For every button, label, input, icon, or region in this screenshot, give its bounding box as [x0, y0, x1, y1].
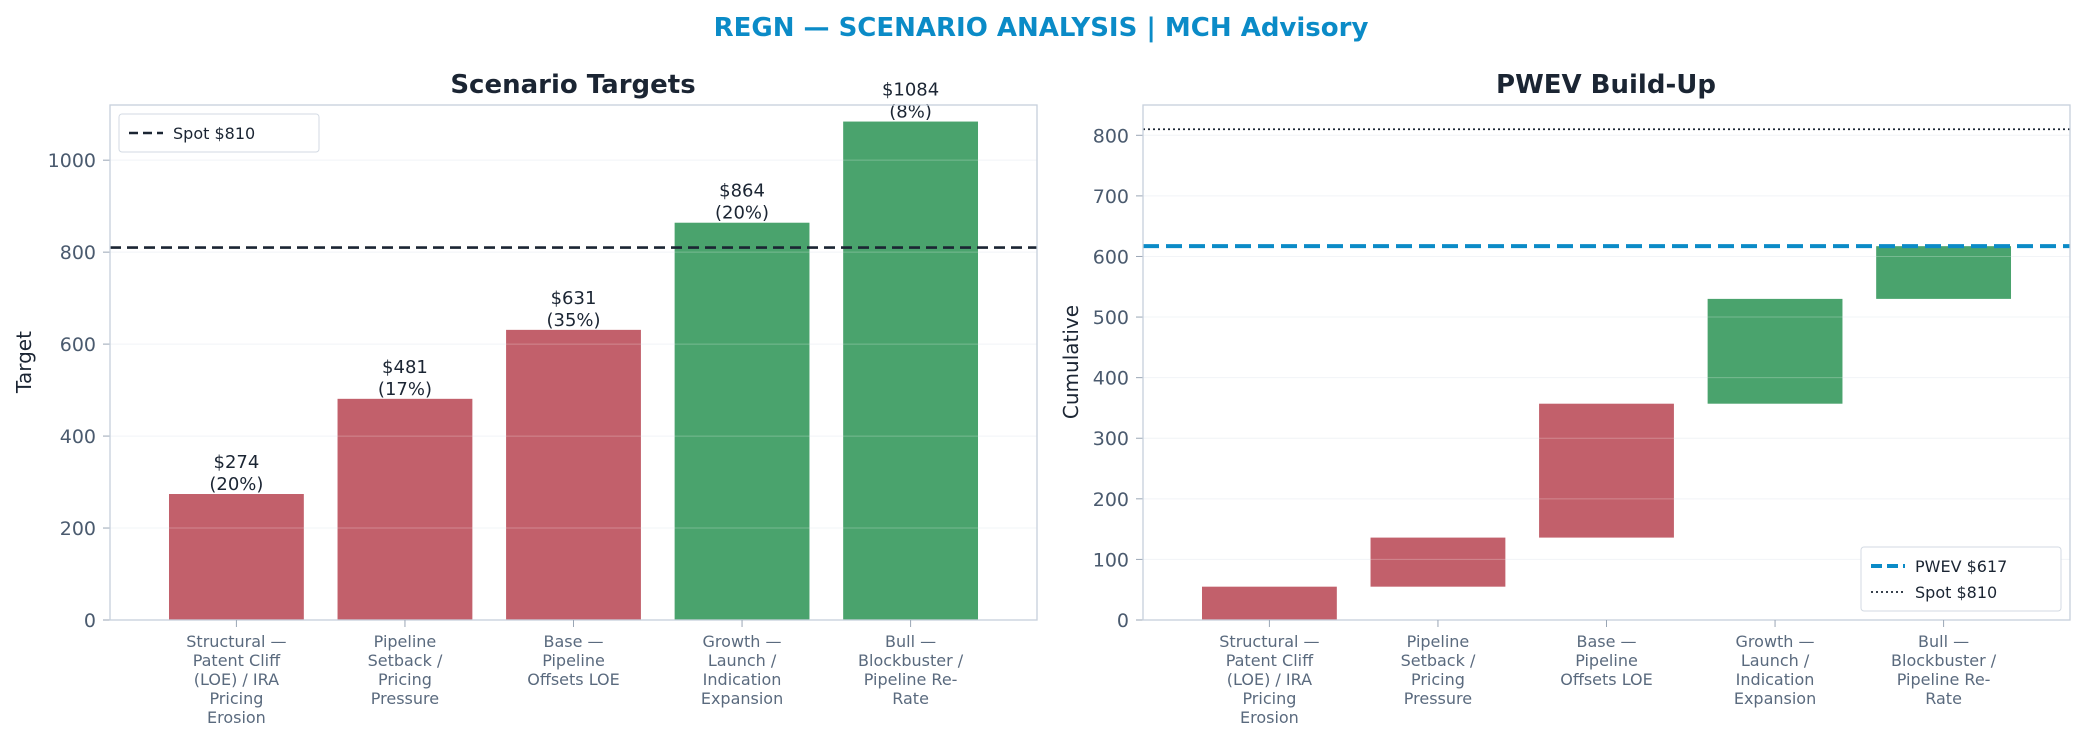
- data-label-probability: (17%): [378, 379, 432, 400]
- x-tick-label: Structural —: [1219, 632, 1319, 651]
- chart-title: Scenario Targets: [450, 70, 695, 100]
- bar: [168, 494, 304, 620]
- y-tick-label: 0: [1117, 610, 1129, 632]
- y-tick-label: 500: [1093, 307, 1129, 329]
- data-label-value: $481: [382, 357, 428, 378]
- data-label-value: $864: [719, 181, 765, 202]
- y-tick-label: 200: [60, 518, 96, 540]
- y-axis-label: Target: [12, 331, 36, 394]
- y-tick-label: 400: [60, 426, 96, 448]
- x-tick-label: Base —: [543, 632, 603, 651]
- y-tick-label: 300: [1093, 428, 1129, 450]
- y-tick-label: 800: [60, 242, 96, 264]
- x-tick-label: Base —: [1576, 632, 1636, 651]
- x-tick-label: Bull —: [885, 632, 936, 651]
- figure-suptitle: REGN — SCENARIO ANALYSIS | MCH Advisory: [714, 13, 1369, 43]
- x-tick-label: Pressure: [371, 689, 439, 708]
- x-tick-label: Pricing: [209, 689, 263, 708]
- chart-title: PWEV Build-Up: [1496, 70, 1716, 100]
- x-tick-label: (LOE) / IRA: [1227, 670, 1312, 689]
- bar: [1539, 403, 1674, 538]
- x-tick-label: Setback /: [1401, 651, 1476, 670]
- x-tick-label: Rate: [1925, 689, 1962, 708]
- x-tick-label: Offsets LOE: [527, 670, 620, 689]
- x-tick-label: Launch /: [708, 651, 777, 670]
- data-label-probability: (20%): [209, 474, 263, 495]
- legend-label: PWEV $617: [1915, 557, 2007, 576]
- x-tick-label: Pipeline Re-: [864, 670, 958, 689]
- y-tick-label: 600: [1093, 246, 1129, 268]
- y-tick-label: 100: [1093, 549, 1129, 571]
- data-label-value: $1084: [882, 80, 939, 101]
- x-tick-label: Offsets LOE: [1560, 670, 1653, 689]
- bar: [1707, 298, 1843, 404]
- legend-label: Spot $810: [1915, 583, 1997, 602]
- bar: [1201, 586, 1337, 620]
- y-tick-label: 200: [1093, 489, 1129, 511]
- y-tick-label: 400: [1093, 368, 1129, 390]
- x-tick-label: Indication: [703, 670, 782, 689]
- x-tick-label: Pipeline Re-: [1897, 670, 1991, 689]
- x-tick-label: Growth —: [703, 632, 782, 651]
- x-tick-label: Pricing: [378, 670, 432, 689]
- x-tick-label: Pricing: [1411, 670, 1465, 689]
- x-tick-label: Erosion: [1240, 708, 1299, 727]
- x-tick-label: Pipeline: [374, 632, 437, 651]
- x-tick-label: Blockbuster /: [1891, 651, 1997, 670]
- x-tick-label: Pipeline: [542, 651, 605, 670]
- x-tick-label: Expansion: [701, 689, 783, 708]
- x-tick-label: Setback /: [368, 651, 443, 670]
- x-tick-label: Bull —: [1918, 632, 1969, 651]
- bar: [674, 222, 810, 620]
- x-tick-label: Structural —: [186, 632, 286, 651]
- x-tick-label: Patent Cliff: [1226, 651, 1314, 670]
- y-tick-label: 0: [84, 610, 96, 632]
- x-tick-label: (LOE) / IRA: [194, 670, 279, 689]
- bar: [843, 121, 979, 620]
- bar: [506, 329, 641, 620]
- x-tick-label: Pipeline: [1407, 632, 1470, 651]
- bar: [337, 398, 473, 620]
- bar: [1370, 537, 1506, 587]
- bar: [1876, 246, 2012, 299]
- x-tick-label: Expansion: [1734, 689, 1816, 708]
- data-label-probability: (35%): [546, 310, 600, 331]
- x-tick-label: Rate: [892, 689, 929, 708]
- legend-label: Spot $810: [173, 124, 255, 143]
- y-axis-label: Cumulative: [1059, 305, 1083, 419]
- data-label-probability: (20%): [715, 203, 769, 224]
- legend-box: [118, 113, 320, 153]
- data-label-value: $631: [551, 288, 597, 309]
- y-tick-label: 600: [60, 334, 96, 356]
- data-label-probability: (8%): [889, 102, 932, 123]
- y-tick-label: 1000: [48, 150, 96, 172]
- x-tick-label: Indication: [1736, 670, 1815, 689]
- data-label-value: $274: [214, 452, 260, 473]
- x-tick-label: Patent Cliff: [193, 651, 281, 670]
- y-tick-label: 700: [1093, 186, 1129, 208]
- y-tick-label: 800: [1093, 125, 1129, 147]
- x-tick-label: Pricing: [1242, 689, 1296, 708]
- x-tick-label: Blockbuster /: [858, 651, 964, 670]
- x-tick-label: Pipeline: [1575, 651, 1638, 670]
- plot-frame: [1142, 104, 2071, 621]
- x-tick-label: Pressure: [1404, 689, 1472, 708]
- x-tick-label: Erosion: [207, 708, 266, 727]
- x-tick-label: Growth —: [1736, 632, 1815, 651]
- legend-box: [1860, 546, 2062, 612]
- x-tick-label: Launch /: [1741, 651, 1810, 670]
- pwev-buildup-chart: PWEV Build-Up Cumulative 0 100 200 300 400 50…: [1059, 70, 2071, 727]
- scenario-targets-chart: Scenario Targets Target 0 200 400 600 800 100…: [12, 70, 1038, 727]
